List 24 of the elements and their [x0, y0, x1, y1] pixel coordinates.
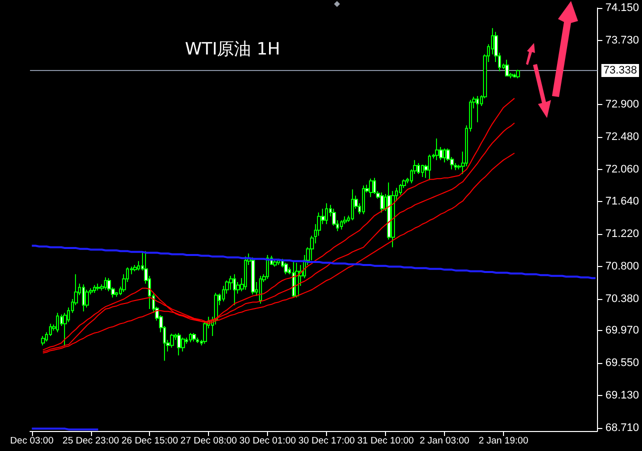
y-tick-label: 72.480	[605, 130, 640, 143]
x-tick-label: 2 Jan 19:00	[478, 436, 528, 446]
y-tick-label: 70.800	[605, 260, 640, 273]
x-tick-label: 27 Dec 08:00	[180, 436, 237, 446]
x-tick-label: 2 Jan 03:00	[420, 436, 470, 446]
y-tick-label: 68.710	[605, 422, 640, 434]
x-tick-label: 30 Dec 17:00	[298, 436, 355, 446]
y-tick-label: 74.150	[605, 2, 640, 14]
y-tick-label: 72.060	[605, 163, 640, 176]
y-tick-label: 70.380	[605, 293, 640, 306]
y-tick-label: 69.130	[605, 389, 640, 402]
y-tick-label: 69.970	[605, 324, 640, 337]
x-tick-label: 25 Dec 23:00	[62, 436, 120, 446]
y-tick-label: 71.220	[605, 228, 640, 240]
text: WTI原油 1H	[185, 40, 280, 60]
x-tick-label: 31 Dec 10:00	[357, 436, 414, 446]
x-tick-label: 26 Dec 15:00	[121, 436, 178, 446]
y-tick-label: 69.550	[605, 357, 640, 370]
x-tick-label: Dec 03:00	[10, 436, 54, 446]
y-tick-label: 71.640	[605, 196, 640, 208]
y-tick-label: 72.900	[605, 98, 640, 110]
x-tick-label: 30 Dec 01:00	[239, 436, 296, 446]
ref-line-label: 73.338	[603, 64, 638, 77]
y-tick-label: 73.730	[605, 34, 640, 46]
